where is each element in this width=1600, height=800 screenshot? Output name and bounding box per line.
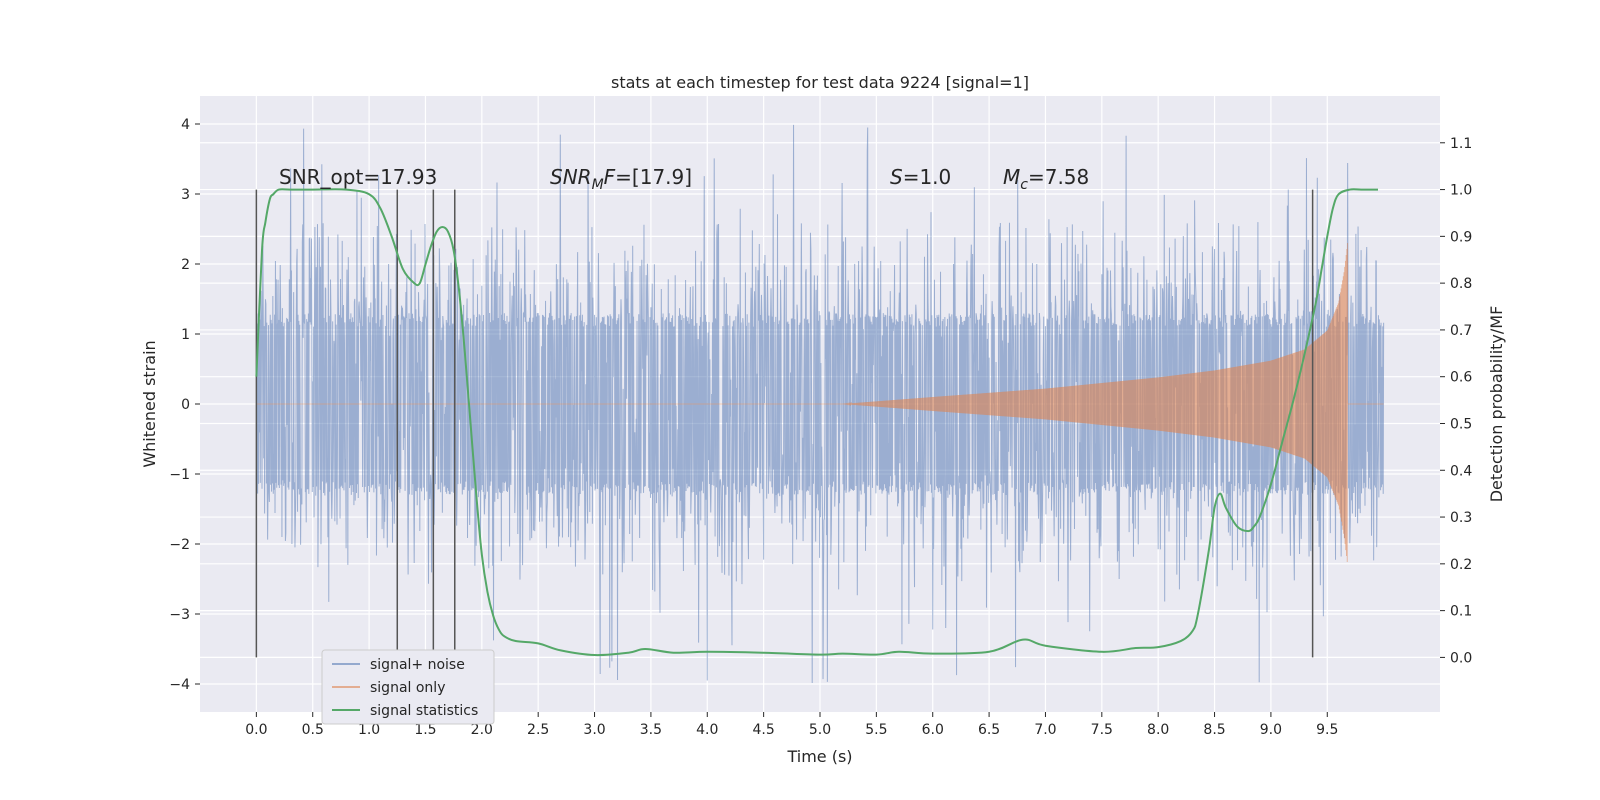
annotation-mc-value: =7.58 [1028, 165, 1089, 189]
annotation-mc-main: M [1003, 165, 1020, 189]
x-tick-label: 1.5 [414, 722, 436, 738]
x-tick-label: 4.0 [696, 722, 718, 738]
series-signal-only [256, 242, 1384, 563]
y-tick-label: 3 [181, 187, 190, 203]
annotation-s-value: =1.0 [903, 165, 952, 189]
vertical-markers [255, 189, 1314, 658]
y-tick-label: −4 [169, 677, 190, 693]
annotations: SNR_opt=17.93 SNRMF=[17.9] S=1.0 Mc=7.58 [279, 165, 1089, 193]
legend-label-signal-only: signal only [370, 680, 445, 696]
legend-label-signal-noise: signal+ noise [370, 657, 465, 673]
x-tick-label: 3.0 [583, 722, 605, 738]
x-tick-label: 2.0 [471, 722, 493, 738]
x-tick-label: 0.0 [245, 722, 267, 738]
x-tick-label: 4.5 [753, 722, 775, 738]
x-tick-label: 6.5 [978, 722, 1000, 738]
annotation-snr-mf: SNRMF=[17.9] [550, 165, 692, 193]
legend: signal+ noise signal only signal statist… [321, 649, 495, 725]
series-signal-statistics [255, 188, 1378, 657]
series-signal-noise [255, 124, 1385, 683]
x-tick-label: 0.5 [302, 722, 324, 738]
legend-label-signal-statistics: signal statistics [370, 703, 478, 719]
x-tick-label: 8.0 [1147, 722, 1169, 738]
y2-tick-label: 0.4 [1450, 463, 1472, 479]
x-tick-label: 7.5 [1091, 722, 1113, 738]
annotation-snr-mf-tail: F [604, 165, 616, 189]
x-axis-ticks: 0.0 0.5 1.0 1.5 2.0 2.5 3.0 3.5 4.0 4.5 5.0 5.5 6.0 6… [245, 712, 1338, 738]
annotation-mc-sub: c [1020, 177, 1028, 193]
y2-axis-ticks: 0.0 0.1 0.2 0.3 0.4 0.5 0.6 0.7 0.8 0.9 1.0 1.1 [1440, 136, 1472, 666]
y2-tick-label: 0.0 [1450, 650, 1472, 666]
y2-tick-label: 0.8 [1450, 276, 1472, 292]
y2-tick-label: 0.5 [1450, 416, 1472, 432]
chart-title: stats at each timestep for test data 922… [611, 73, 1029, 92]
y-axis-label: Whitened strain [140, 340, 159, 467]
x-axis-label: Time (s) [786, 747, 852, 766]
x-tick-label: 7.0 [1034, 722, 1056, 738]
annotation-s-main: S [890, 165, 903, 189]
annotation-snr-opt: SNR_opt=17.93 [279, 165, 437, 189]
x-tick-label: 9.5 [1316, 722, 1338, 738]
x-tick-label: 9.0 [1260, 722, 1282, 738]
y-tick-label: 2 [181, 257, 190, 273]
y-tick-label: −2 [169, 537, 190, 553]
annotation-snr-mf-value: =[17.9] [615, 165, 692, 189]
annotation-snr-mf-main: SNR [550, 165, 592, 189]
annotation-s-stat: S=1.0 [890, 165, 951, 189]
y-tick-label: −3 [169, 607, 190, 623]
x-tick-label: 5.5 [865, 722, 887, 738]
x-tick-label: 2.5 [527, 722, 549, 738]
x-tick-label: 8.5 [1203, 722, 1225, 738]
y2-tick-label: 0.6 [1450, 370, 1472, 386]
y-tick-label: −1 [169, 467, 190, 483]
x-tick-label: 6.0 [922, 722, 944, 738]
y2-tick-label: 1.0 [1450, 183, 1472, 199]
y-axis-ticks: −4 −3 −2 −1 0 1 2 3 4 [169, 117, 200, 693]
y2-tick-label: 0.3 [1450, 510, 1472, 526]
y-tick-label: 4 [181, 117, 190, 133]
y-tick-label: 0 [181, 397, 190, 413]
legend-box [321, 649, 495, 725]
y2-axis-label: Detection probability/MF [1487, 306, 1506, 503]
y2-tick-label: 0.1 [1450, 604, 1472, 620]
x-tick-label: 3.5 [640, 722, 662, 738]
x-tick-label: 1.0 [358, 722, 380, 738]
y2-tick-label: 0.2 [1450, 557, 1472, 573]
y2-tick-label: 0.7 [1450, 323, 1472, 339]
x-tick-label: 5.0 [809, 722, 831, 738]
annotation-snr-mf-sub: M [592, 177, 604, 193]
annotation-chirp-mass: Mc=7.58 [1003, 165, 1089, 193]
y2-tick-label: 0.9 [1450, 229, 1472, 245]
y2-tick-label: 1.1 [1450, 136, 1472, 152]
y-tick-label: 1 [181, 327, 190, 343]
